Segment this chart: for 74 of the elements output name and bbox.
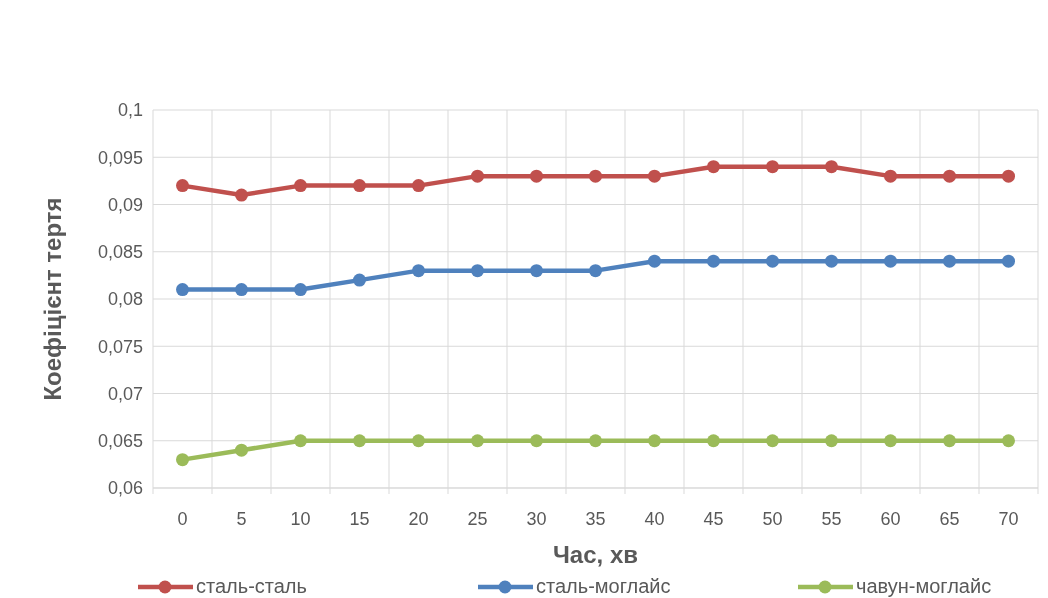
point	[648, 254, 661, 268]
point	[1002, 254, 1015, 268]
x-tick-label: 35	[585, 509, 606, 529]
x-tick-label: 30	[526, 509, 547, 529]
point	[766, 160, 779, 174]
point	[707, 160, 720, 174]
legend-label: сталь-моглайс	[536, 575, 671, 597]
point	[353, 179, 366, 193]
x-tick-label: 60	[880, 509, 901, 529]
x-tick-label: 20	[408, 509, 429, 529]
x-tick-label: 55	[821, 509, 842, 529]
point	[943, 169, 956, 183]
x-tick-label: 50	[762, 509, 783, 529]
x-tick-label: 65	[939, 509, 960, 529]
x-tick-label: 15	[349, 509, 370, 529]
point	[1002, 169, 1015, 183]
legend-label: чавун-моглайс	[856, 575, 992, 597]
x-tick-label: 40	[644, 509, 665, 529]
legend-label: сталь-сталь	[196, 575, 307, 597]
y-tick-label: 0,085	[97, 242, 143, 263]
point	[589, 264, 602, 278]
y-axis-title: Коефіцієнт тертя	[39, 197, 66, 401]
x-tick-label: 45	[703, 509, 724, 529]
point	[766, 254, 779, 268]
point	[707, 434, 720, 448]
point	[1002, 434, 1015, 448]
x-axis-title: Час, хв	[553, 541, 638, 568]
point	[825, 434, 838, 448]
y-tick-label: 0,08	[107, 289, 143, 310]
point	[589, 169, 602, 183]
point	[176, 179, 189, 193]
y-tick-label: 0,06	[107, 478, 143, 499]
point	[707, 254, 720, 268]
point	[884, 169, 897, 183]
point	[176, 453, 189, 467]
y-tick-label: 0,065	[97, 431, 143, 452]
point	[648, 434, 661, 448]
point	[530, 434, 543, 448]
x-tick-label: 25	[467, 509, 488, 529]
y-tick-label: 0,095	[97, 147, 143, 168]
point	[412, 264, 425, 278]
point	[412, 434, 425, 448]
x-tick-label: 70	[998, 509, 1019, 529]
point	[766, 434, 779, 448]
point	[471, 264, 484, 278]
point	[471, 434, 484, 448]
point	[235, 283, 248, 297]
point	[294, 179, 307, 193]
point	[884, 434, 897, 448]
point	[884, 254, 897, 268]
x-tick-label: 0	[177, 509, 188, 529]
point	[176, 283, 189, 297]
point	[412, 179, 425, 193]
y-tick-label: 0,07	[107, 383, 143, 404]
point	[235, 443, 248, 457]
point	[471, 169, 484, 183]
point	[825, 160, 838, 174]
point	[589, 434, 602, 448]
point	[825, 254, 838, 268]
point	[648, 169, 661, 183]
x-tick-label: 10	[290, 509, 311, 529]
point	[943, 254, 956, 268]
y-tick-label: 0,1	[117, 100, 143, 121]
x-tick-label: 5	[236, 509, 247, 529]
point	[530, 169, 543, 183]
y-tick-label: 0,075	[97, 336, 143, 357]
point	[353, 434, 366, 448]
point	[353, 273, 366, 287]
y-tick-label: 0,09	[107, 194, 143, 215]
point	[943, 434, 956, 448]
point	[530, 264, 543, 278]
point	[294, 283, 307, 297]
point	[235, 188, 248, 202]
point	[294, 434, 307, 448]
